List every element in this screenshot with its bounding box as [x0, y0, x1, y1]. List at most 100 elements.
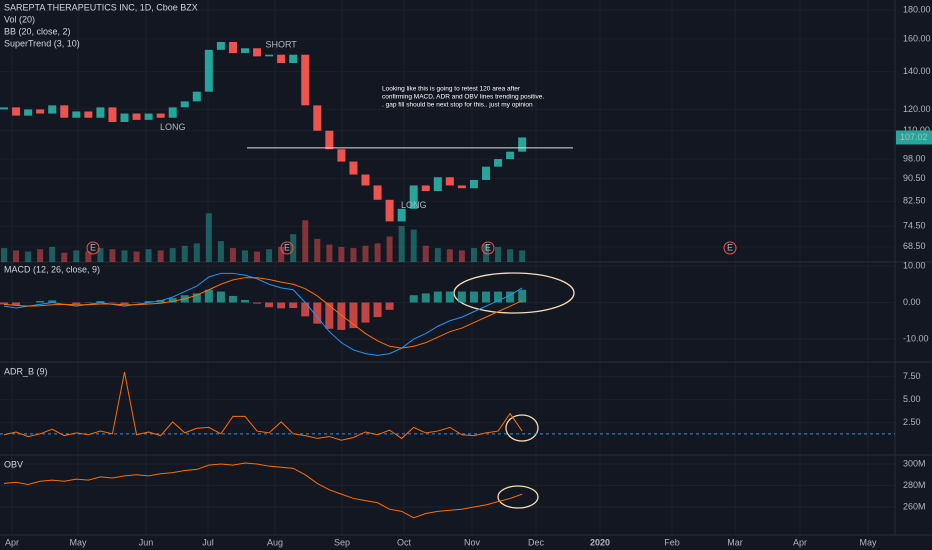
candle — [433, 177, 442, 192]
price-tag — [896, 130, 932, 145]
x-tick-label: May — [859, 537, 877, 547]
x-tick-label: Nov — [464, 537, 481, 547]
x-tick-label: Mar — [727, 537, 743, 547]
macd-histogram-bar — [144, 301, 153, 303]
earnings-marker — [86, 241, 100, 255]
macd-histogram-bar — [433, 291, 442, 303]
volume-bar — [205, 213, 212, 262]
volume-bar — [446, 249, 453, 262]
candle — [36, 109, 45, 114]
volume-bar — [434, 248, 441, 262]
annotation: confirming MACD, ADR and OBV lines trend… — [382, 94, 544, 101]
volume-bar — [61, 252, 68, 262]
x-tick-label: Feb — [664, 537, 680, 547]
volume-bar — [398, 226, 405, 262]
pane-title: MACD (12, 26, close, 9) — [4, 264, 100, 274]
candle — [241, 48, 249, 54]
candle — [12, 107, 21, 116]
study-label: SuperTrend (3, 10) — [4, 38, 80, 48]
macd-histogram-bar — [506, 291, 515, 303]
y-tick-label: 120.00 — [903, 104, 931, 114]
y-tick-label: 90.50 — [903, 173, 926, 183]
drawn-ellipse — [505, 414, 539, 442]
candle — [373, 185, 382, 200]
y-tick-label: 140.00 — [903, 66, 931, 76]
signal-label: LONG — [160, 122, 186, 132]
volume-bar — [13, 250, 20, 262]
candle — [482, 166, 490, 180]
candle — [265, 54, 274, 57]
volume-bar — [49, 246, 56, 262]
y-tick-label: 5.00 — [903, 394, 921, 404]
candle — [180, 101, 189, 108]
candle — [84, 111, 93, 118]
candle — [518, 137, 527, 152]
volume-bar — [242, 250, 248, 262]
annotation: . gap fill should be next stop for this.… — [382, 102, 533, 109]
macd-histogram-bar — [48, 300, 57, 303]
macd-histogram-bar — [96, 301, 105, 303]
volume-bar — [495, 246, 502, 262]
macd-histogram-bar — [168, 298, 177, 303]
volume-bar — [97, 248, 104, 262]
y-tick-label: 82.50 — [903, 196, 926, 206]
volume-bar — [133, 251, 140, 262]
candle — [156, 113, 165, 118]
volume-bar — [254, 251, 261, 262]
volume-bar — [458, 250, 465, 262]
x-tick-label: 2020 — [590, 537, 610, 547]
volume-bar — [507, 249, 514, 262]
candle — [120, 113, 129, 122]
macd-histogram-bar — [445, 291, 454, 303]
candle — [397, 208, 406, 222]
signal-label: LONG — [401, 200, 427, 210]
volume-bar — [470, 248, 477, 262]
macd-histogram-bar — [0, 302, 8, 305]
macd-histogram-bar — [313, 302, 322, 324]
x-tick-label: Sep — [334, 537, 350, 547]
macd-histogram-bar — [241, 299, 249, 303]
x-tick-label: Apr — [5, 537, 19, 547]
candle — [96, 107, 105, 118]
candle — [409, 185, 418, 209]
volume-bar — [217, 241, 224, 262]
x-tick-label: Apr — [793, 537, 807, 547]
drawn-ellipse — [453, 272, 575, 314]
volume-bar — [157, 250, 164, 262]
volume-bar — [229, 248, 236, 262]
y-tick-label: 7.50 — [903, 371, 921, 381]
macd-line — [3, 272, 523, 356]
candle — [289, 54, 298, 64]
volume-bar — [169, 248, 176, 262]
candle — [253, 48, 262, 57]
symbol-title: SAREPTA THERAPEUTICS INC, 1D, Cboe BZX — [4, 2, 198, 12]
y-tick-label: 2.50 — [903, 417, 921, 427]
macd-histogram-bar — [337, 302, 346, 330]
volume-bar — [121, 250, 128, 262]
candle — [24, 109, 33, 116]
macd-histogram-bar — [120, 302, 129, 304]
pane-title: OBV — [4, 459, 23, 469]
volume-bar — [386, 236, 393, 262]
x-tick-label: Oct — [397, 537, 412, 547]
macd-histogram-bar — [325, 302, 334, 329]
y-tick-label: 0.00 — [903, 297, 921, 307]
volume-bar — [302, 220, 309, 262]
macd-histogram-bar — [36, 301, 45, 303]
macd-histogram-bar — [373, 302, 382, 318]
macd-histogram-bar — [289, 302, 298, 308]
volume-bar — [145, 249, 152, 262]
study-label: BB (20, close, 2) — [4, 26, 71, 36]
y-tick-label: 300M — [903, 458, 926, 468]
macd-histogram-bar — [349, 302, 358, 329]
macd-histogram-bar — [482, 291, 490, 303]
candle — [108, 107, 117, 122]
macd-histogram-bar — [457, 291, 466, 303]
candle — [301, 54, 310, 106]
candle — [204, 49, 213, 92]
candle — [48, 105, 57, 114]
macd-histogram-bar — [277, 302, 286, 309]
signal-line — [3, 277, 523, 349]
macd-histogram-bar — [12, 302, 21, 306]
